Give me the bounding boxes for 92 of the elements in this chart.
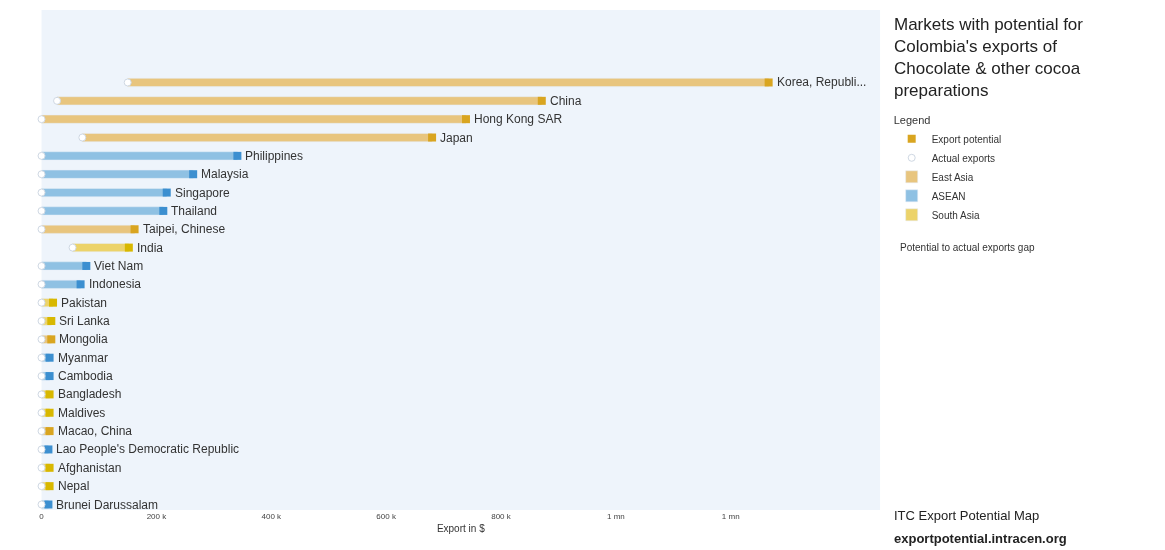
point (45, 463, 54, 472)
point (45, 390, 54, 399)
y-tick-label: Japan (440, 131, 473, 145)
y-tick-label: Philippines (245, 149, 304, 163)
point (37, 206, 46, 215)
point (37, 427, 46, 436)
y-tick-label: Lao People's Democratic Republic (56, 442, 240, 456)
point (53, 96, 62, 105)
point (45, 427, 54, 436)
y-tick-label: China (550, 94, 582, 108)
y-tick-label: Brunei Darussalam (56, 498, 159, 512)
point (45, 482, 54, 491)
point (37, 335, 46, 344)
point (162, 188, 171, 197)
legend-label: East Asia (931, 171, 974, 183)
point (37, 280, 46, 289)
legend-label: ASEAN (931, 190, 966, 202)
point (37, 463, 46, 472)
y-tick-label: Bangladesh (58, 387, 122, 401)
point (37, 353, 46, 362)
y-tick-label: Indonesia (89, 277, 142, 291)
point (123, 78, 132, 87)
point (49, 298, 58, 307)
y-tick-label: Nepal (58, 479, 90, 493)
y-tick-label: Singapore (175, 186, 231, 200)
y-tick-label: Taipei, Chinese (143, 222, 226, 236)
point (37, 188, 46, 197)
y-tick-label: Korea, Republi... (777, 75, 867, 89)
legend-title: Legend (893, 114, 931, 127)
text: exportpotential.intracen.org (894, 531, 1067, 546)
point (233, 151, 242, 160)
y-tick-label: Macao, China (58, 424, 133, 438)
y-tick-label: Viet Nam (94, 259, 144, 273)
bar (127, 78, 769, 87)
legend-label: Actual exports (931, 152, 996, 164)
point (37, 482, 46, 491)
y-tick-label: Malaysia (201, 167, 249, 181)
x-tick-label: 200 k (146, 512, 168, 521)
x-tick-label: 1 mn (721, 512, 740, 521)
point (428, 133, 437, 142)
y-tick-label: Sri Lanka (59, 314, 111, 328)
y-tick-label: Afghanistan (58, 461, 122, 475)
point (130, 225, 139, 234)
x-tick-label: 0 (39, 512, 45, 521)
point (76, 280, 85, 289)
point (44, 500, 53, 509)
text: Markets with potential for Colombia's exports of Chocolate & other cocoa preparations (894, 15, 1084, 101)
y-tick-label: Mongolia (59, 332, 109, 346)
point (47, 335, 56, 344)
y-tick-label: India (137, 241, 164, 255)
point (124, 243, 133, 252)
point (37, 225, 46, 234)
point (45, 372, 54, 381)
x-tick-label: 800 k (491, 512, 512, 521)
x-axis-title: Export in $ (436, 522, 486, 534)
point (37, 390, 46, 399)
point (764, 78, 773, 87)
point (45, 353, 54, 362)
x-tick-label: 1 mn (606, 512, 625, 521)
bar (56, 96, 543, 106)
point (37, 408, 46, 417)
point (537, 96, 546, 105)
point (47, 317, 56, 326)
y-tick-label: Maldives (58, 406, 106, 420)
point (37, 298, 46, 307)
point (461, 115, 470, 124)
point (82, 261, 91, 270)
point (37, 372, 46, 381)
legend-label: South Asia (931, 209, 980, 221)
legend-label: Export potential (931, 133, 1002, 145)
point (78, 133, 87, 142)
bar (82, 133, 433, 142)
point (45, 408, 54, 417)
point (37, 151, 46, 160)
point (68, 243, 77, 252)
point (37, 261, 46, 270)
point (189, 170, 198, 179)
x-tick-label: 400 k (261, 512, 283, 521)
point (37, 115, 46, 124)
y-tick-label: Thailand (171, 204, 218, 218)
y-tick-label: Hong Kong SAR (474, 112, 563, 126)
point (37, 317, 46, 326)
point (37, 445, 46, 454)
text: ITC Export Potential Map (894, 508, 1040, 523)
x-tick-label: 600 k (376, 512, 397, 521)
point (37, 500, 46, 509)
point (159, 206, 168, 215)
y-tick-label: Cambodia (58, 369, 114, 383)
y-tick-label: Myanmar (58, 351, 109, 365)
y-tick-label: Pakistan (61, 296, 108, 310)
point (37, 170, 46, 179)
text: Potential to actual exports gap (900, 242, 1035, 253)
